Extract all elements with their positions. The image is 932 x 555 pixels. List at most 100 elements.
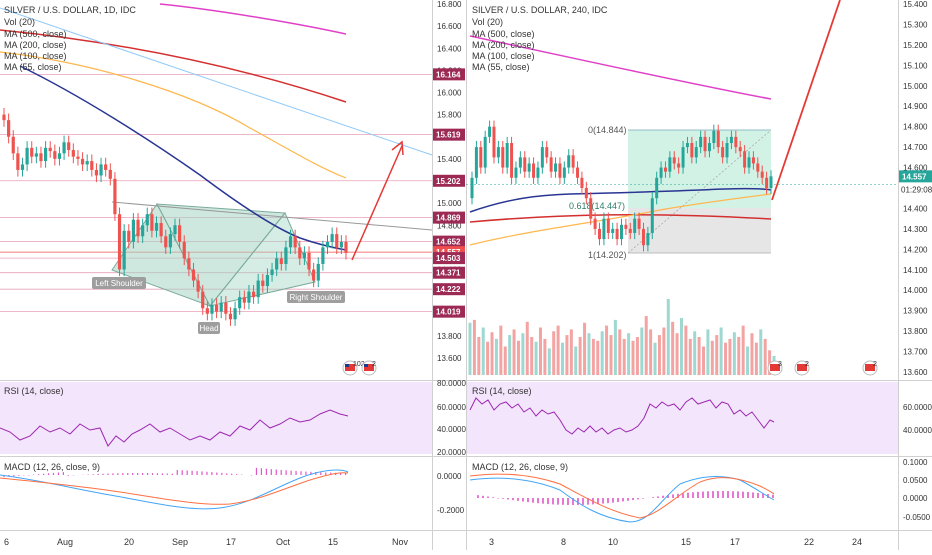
volume-bar xyxy=(618,329,621,375)
svg-text:MA (200, close): MA (200, close) xyxy=(472,40,535,50)
macd-bar xyxy=(522,498,524,502)
price-level-badge: 14.371 xyxy=(433,267,465,279)
macd-bar xyxy=(13,475,14,476)
flag-icon[interactable]: 2 xyxy=(795,361,809,375)
macd-bar xyxy=(221,473,222,475)
macd-bar xyxy=(712,491,714,498)
macd-bar xyxy=(88,474,89,475)
left-rsi-background xyxy=(0,382,432,454)
svg-text:MACD (12, 26, close, 9): MACD (12, 26, close, 9) xyxy=(472,462,568,472)
volume-bar xyxy=(601,331,604,375)
svg-text:20.0000: 20.0000 xyxy=(437,448,466,457)
macd-bar xyxy=(672,494,674,498)
flag-icon[interactable]: 2 xyxy=(863,361,877,375)
left-y-tick: 16.000 xyxy=(437,89,462,98)
macd-bar xyxy=(48,473,49,475)
volume-bar xyxy=(583,323,586,375)
left-y-tick: 16.600 xyxy=(437,22,462,31)
volume-bar xyxy=(513,329,516,375)
macd-bar xyxy=(542,498,544,504)
volume-bar xyxy=(561,343,564,375)
volume-bar xyxy=(662,328,665,376)
volume-bar xyxy=(504,347,507,376)
svg-text:MA (100, close): MA (100, close) xyxy=(4,51,67,61)
macd-bar xyxy=(727,491,729,498)
macd-bar xyxy=(162,473,163,475)
macd-bar xyxy=(281,470,282,475)
flag-icon[interactable]: 2 xyxy=(362,361,376,375)
macd-bar xyxy=(38,474,39,475)
price-level-badge: 14.222 xyxy=(433,283,465,295)
macd-bar xyxy=(97,474,98,475)
macd-bar xyxy=(102,474,103,475)
volume-bar xyxy=(469,323,472,375)
volume-bar xyxy=(649,329,652,375)
volume-bar xyxy=(632,341,635,375)
macd-bar xyxy=(482,496,484,498)
svg-text:0.1000: 0.1000 xyxy=(903,458,928,467)
right-y-tick: 13.900 xyxy=(903,307,928,316)
macd-bar xyxy=(737,491,739,498)
macd-bar xyxy=(662,496,664,498)
price-level-badge: 14.869 xyxy=(433,212,465,224)
volume-bar xyxy=(645,316,648,375)
macd-bar xyxy=(552,498,554,504)
svg-text:20: 20 xyxy=(124,537,134,547)
svg-text:MA (100, close): MA (100, close) xyxy=(472,51,535,61)
volume-bar xyxy=(570,329,573,375)
svg-text:16.164: 16.164 xyxy=(436,70,461,79)
svg-text:17: 17 xyxy=(226,537,236,547)
svg-text:MACD (12, 26, close, 9): MACD (12, 26, close, 9) xyxy=(4,462,100,472)
svg-text:15: 15 xyxy=(681,537,691,547)
macd-bar xyxy=(231,474,232,475)
svg-text:Aug: Aug xyxy=(57,537,73,547)
macd-bar xyxy=(477,495,479,498)
macd-bar xyxy=(722,491,724,498)
macd-bar xyxy=(702,492,704,498)
macd-bar xyxy=(577,498,579,505)
svg-text:RSI (14, close): RSI (14, close) xyxy=(472,386,532,396)
svg-text:15: 15 xyxy=(328,537,338,547)
price-level-badge: 14.652 xyxy=(433,236,465,248)
left-y-tick: 16.400 xyxy=(437,44,462,53)
macd-bar xyxy=(196,471,197,475)
macd-bar xyxy=(112,473,113,475)
macd-bar xyxy=(637,498,639,499)
right-y-tick: 15.200 xyxy=(903,41,928,50)
macd-bar xyxy=(142,473,143,475)
macd-bar xyxy=(642,498,644,499)
svg-text:15.619: 15.619 xyxy=(436,131,461,140)
macd-bar xyxy=(216,473,217,475)
volume-bar xyxy=(698,337,701,375)
svg-text:14.869: 14.869 xyxy=(436,214,461,223)
macd-bar xyxy=(167,474,168,475)
countdown-badge: 01:29:08 xyxy=(899,183,932,195)
volume-bar xyxy=(742,326,745,375)
macd-bar xyxy=(68,475,69,476)
candle xyxy=(510,137,513,184)
macd-bar xyxy=(206,472,207,475)
svg-text:0.0500: 0.0500 xyxy=(903,476,928,485)
macd-bar xyxy=(63,472,64,475)
right-y-tick: 15.100 xyxy=(903,61,928,70)
volume-bar xyxy=(548,348,551,375)
volume-bar xyxy=(486,342,489,375)
macd-bar xyxy=(687,493,689,498)
fib-level-1: 1(14.202) xyxy=(588,250,627,260)
macd-bar xyxy=(286,470,287,475)
macd-bar xyxy=(266,469,267,475)
volume-bar xyxy=(596,341,599,375)
volume-bar xyxy=(680,318,683,375)
macd-bar xyxy=(127,473,128,475)
macd-bar xyxy=(93,474,94,475)
right-y-tick: 14.400 xyxy=(903,204,928,213)
macd-bar xyxy=(58,473,59,475)
svg-text:2: 2 xyxy=(805,361,809,368)
flag-icon[interactable]: 3 xyxy=(768,361,782,375)
candle xyxy=(484,131,487,174)
macd-bar xyxy=(757,493,759,498)
volume-bar xyxy=(706,329,709,375)
right-y-tick: 14.200 xyxy=(903,245,928,254)
left-y-tick: 15.400 xyxy=(437,155,462,164)
